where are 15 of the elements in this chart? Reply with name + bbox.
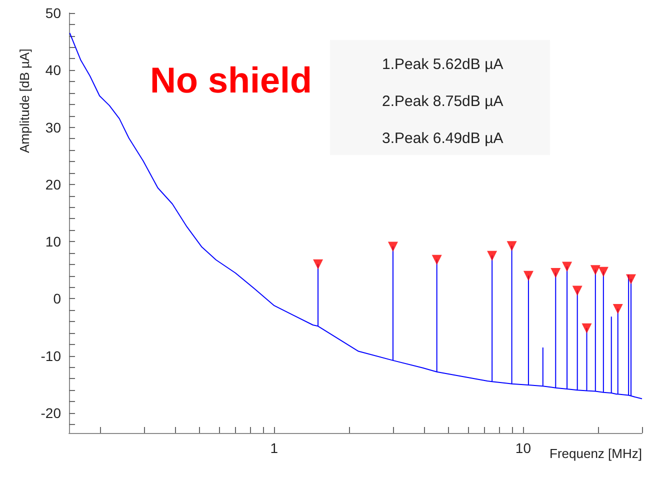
- y-tick-label: 40: [45, 62, 62, 78]
- y-tick-label: 30: [45, 119, 62, 136]
- annotation: No shield: [150, 60, 312, 100]
- y-tick-label: 20: [45, 176, 62, 192]
- x-tick-label: 1: [270, 440, 278, 456]
- x-axis-title: Frequenz [MHz]: [550, 446, 642, 461]
- annotation: 3.Peak 6.49dB µA: [382, 130, 504, 147]
- y-tick-label: 0: [53, 290, 62, 307]
- y-axis-title: Amplitude [dB µA]: [17, 48, 32, 153]
- annotation: 1.Peak 5.62dB µA: [382, 56, 504, 73]
- y-tick-label: -10: [40, 348, 62, 364]
- y-tick-label: -20: [40, 405, 62, 421]
- y-tick-label: 50: [45, 5, 62, 21]
- y-tick-label: 10: [45, 234, 62, 250]
- annotation: 2.Peak 8.75dB µA: [382, 93, 504, 110]
